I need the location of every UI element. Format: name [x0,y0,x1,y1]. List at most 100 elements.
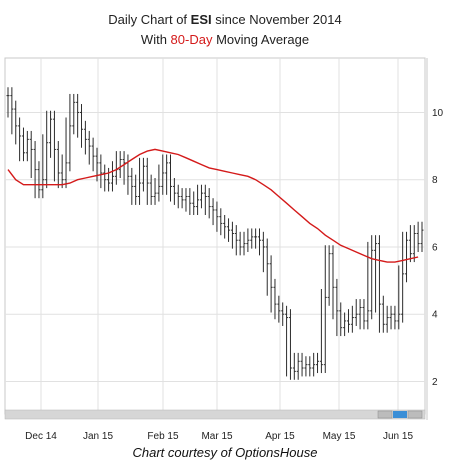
price-bar-series [6,87,424,380]
price-bar [107,167,111,192]
price-bar [242,231,246,256]
y-tick-label: 4 [432,310,438,321]
price-bar [76,93,80,138]
x-tick-label: Feb 15 [147,431,179,442]
price-bar [300,352,304,377]
price-bar [354,299,358,326]
price-bar [304,356,308,377]
price-bar [277,295,281,323]
price-bar [176,184,180,209]
price-bar [250,228,254,249]
price-bar [192,191,196,216]
price-bar [265,238,269,296]
price-bar [412,225,416,263]
price-bar [319,288,323,374]
price-bar [374,235,378,313]
price-bar [323,245,327,374]
price-bar [420,221,424,252]
price-bar [370,235,374,320]
x-tick-label: Jun 15 [383,431,413,442]
price-bar [165,154,169,195]
price-bar [72,93,76,135]
price-bar [254,228,258,249]
price-bar [153,178,157,205]
price-bar [269,255,273,313]
price-bar [238,231,242,256]
chart-scrollbar[interactable] [4,409,426,420]
price-bar [397,265,401,330]
price-bar [37,161,41,199]
price-bar [41,134,45,199]
x-tick-label: Mar 15 [201,431,233,442]
price-bar [211,198,215,226]
price-bar [281,302,285,326]
price-bar [161,154,165,195]
price-bar [199,184,203,209]
chart-title: Daily Chart of ESI since November 2014 [108,12,341,27]
price-bar [184,188,188,212]
chart-title-prefix: Daily Chart of [108,12,190,27]
price-bar [68,93,72,172]
price-bar [172,178,176,205]
price-bar [25,130,29,162]
scrollbar-left-handle[interactable] [377,410,393,419]
price-bar [157,164,161,202]
price-bar [207,188,211,219]
price-bar [18,117,22,162]
price-bar [219,208,223,236]
price-bar [33,141,37,199]
price-bar [10,87,14,135]
price-bar [339,302,343,337]
grid-lines [5,58,425,410]
price-bar [346,309,350,333]
price-bar [169,154,173,202]
price-bar [60,154,64,189]
price-bar [29,130,33,179]
price-bar [389,305,393,330]
price-bar [80,104,84,148]
price-bar [331,245,335,320]
price-bar [122,151,126,185]
price-bar [21,127,25,162]
chart-caption: Chart courtesy of OptionsHouse [133,445,318,460]
price-bar [285,305,289,377]
price-bar [99,154,103,189]
x-tick-label: May 15 [323,431,356,442]
x-axis-ticks: Dec 14 Jan 15 Feb 15 Mar 15 Apr 15 May 15 Jun … [25,431,413,442]
price-bar [188,188,192,216]
price-bar [257,228,261,256]
price-bar [234,225,238,256]
price-bar [49,110,53,158]
chart-title-suffix: since November 2014 [212,12,342,27]
scrollbar-thumb[interactable] [393,411,407,418]
price-bar [215,201,219,232]
price-bar [14,100,18,145]
chart-title-ticker: ESI [191,12,212,27]
price-bar [52,110,56,182]
price-bar [358,299,362,330]
scrollbar-right-handle[interactable] [407,410,423,419]
y-tick-label: 10 [432,108,444,119]
y-axis-ticks: 2 4 6 8 10 [432,108,444,388]
chart-subtitle-highlight: 80-Day [171,32,213,47]
price-bar [134,174,138,205]
price-bar [377,235,381,333]
price-bar [196,184,200,216]
price-bar [292,352,296,380]
chart-subtitle-prefix: With [141,32,171,47]
y-tick-label: 8 [432,175,438,186]
price-bar [138,157,142,205]
price-bar [327,245,331,306]
price-bar [308,356,312,377]
price-bar [405,231,409,283]
chart-subtitle: With 80-Day Moving Average [141,32,309,47]
price-bar [261,231,265,273]
price-bar [145,157,149,205]
price-bar [350,305,354,333]
price-bar [381,295,385,333]
price-bar [64,117,68,189]
price-bar [246,228,250,252]
price-bar [230,221,234,249]
price-bar [401,231,405,323]
